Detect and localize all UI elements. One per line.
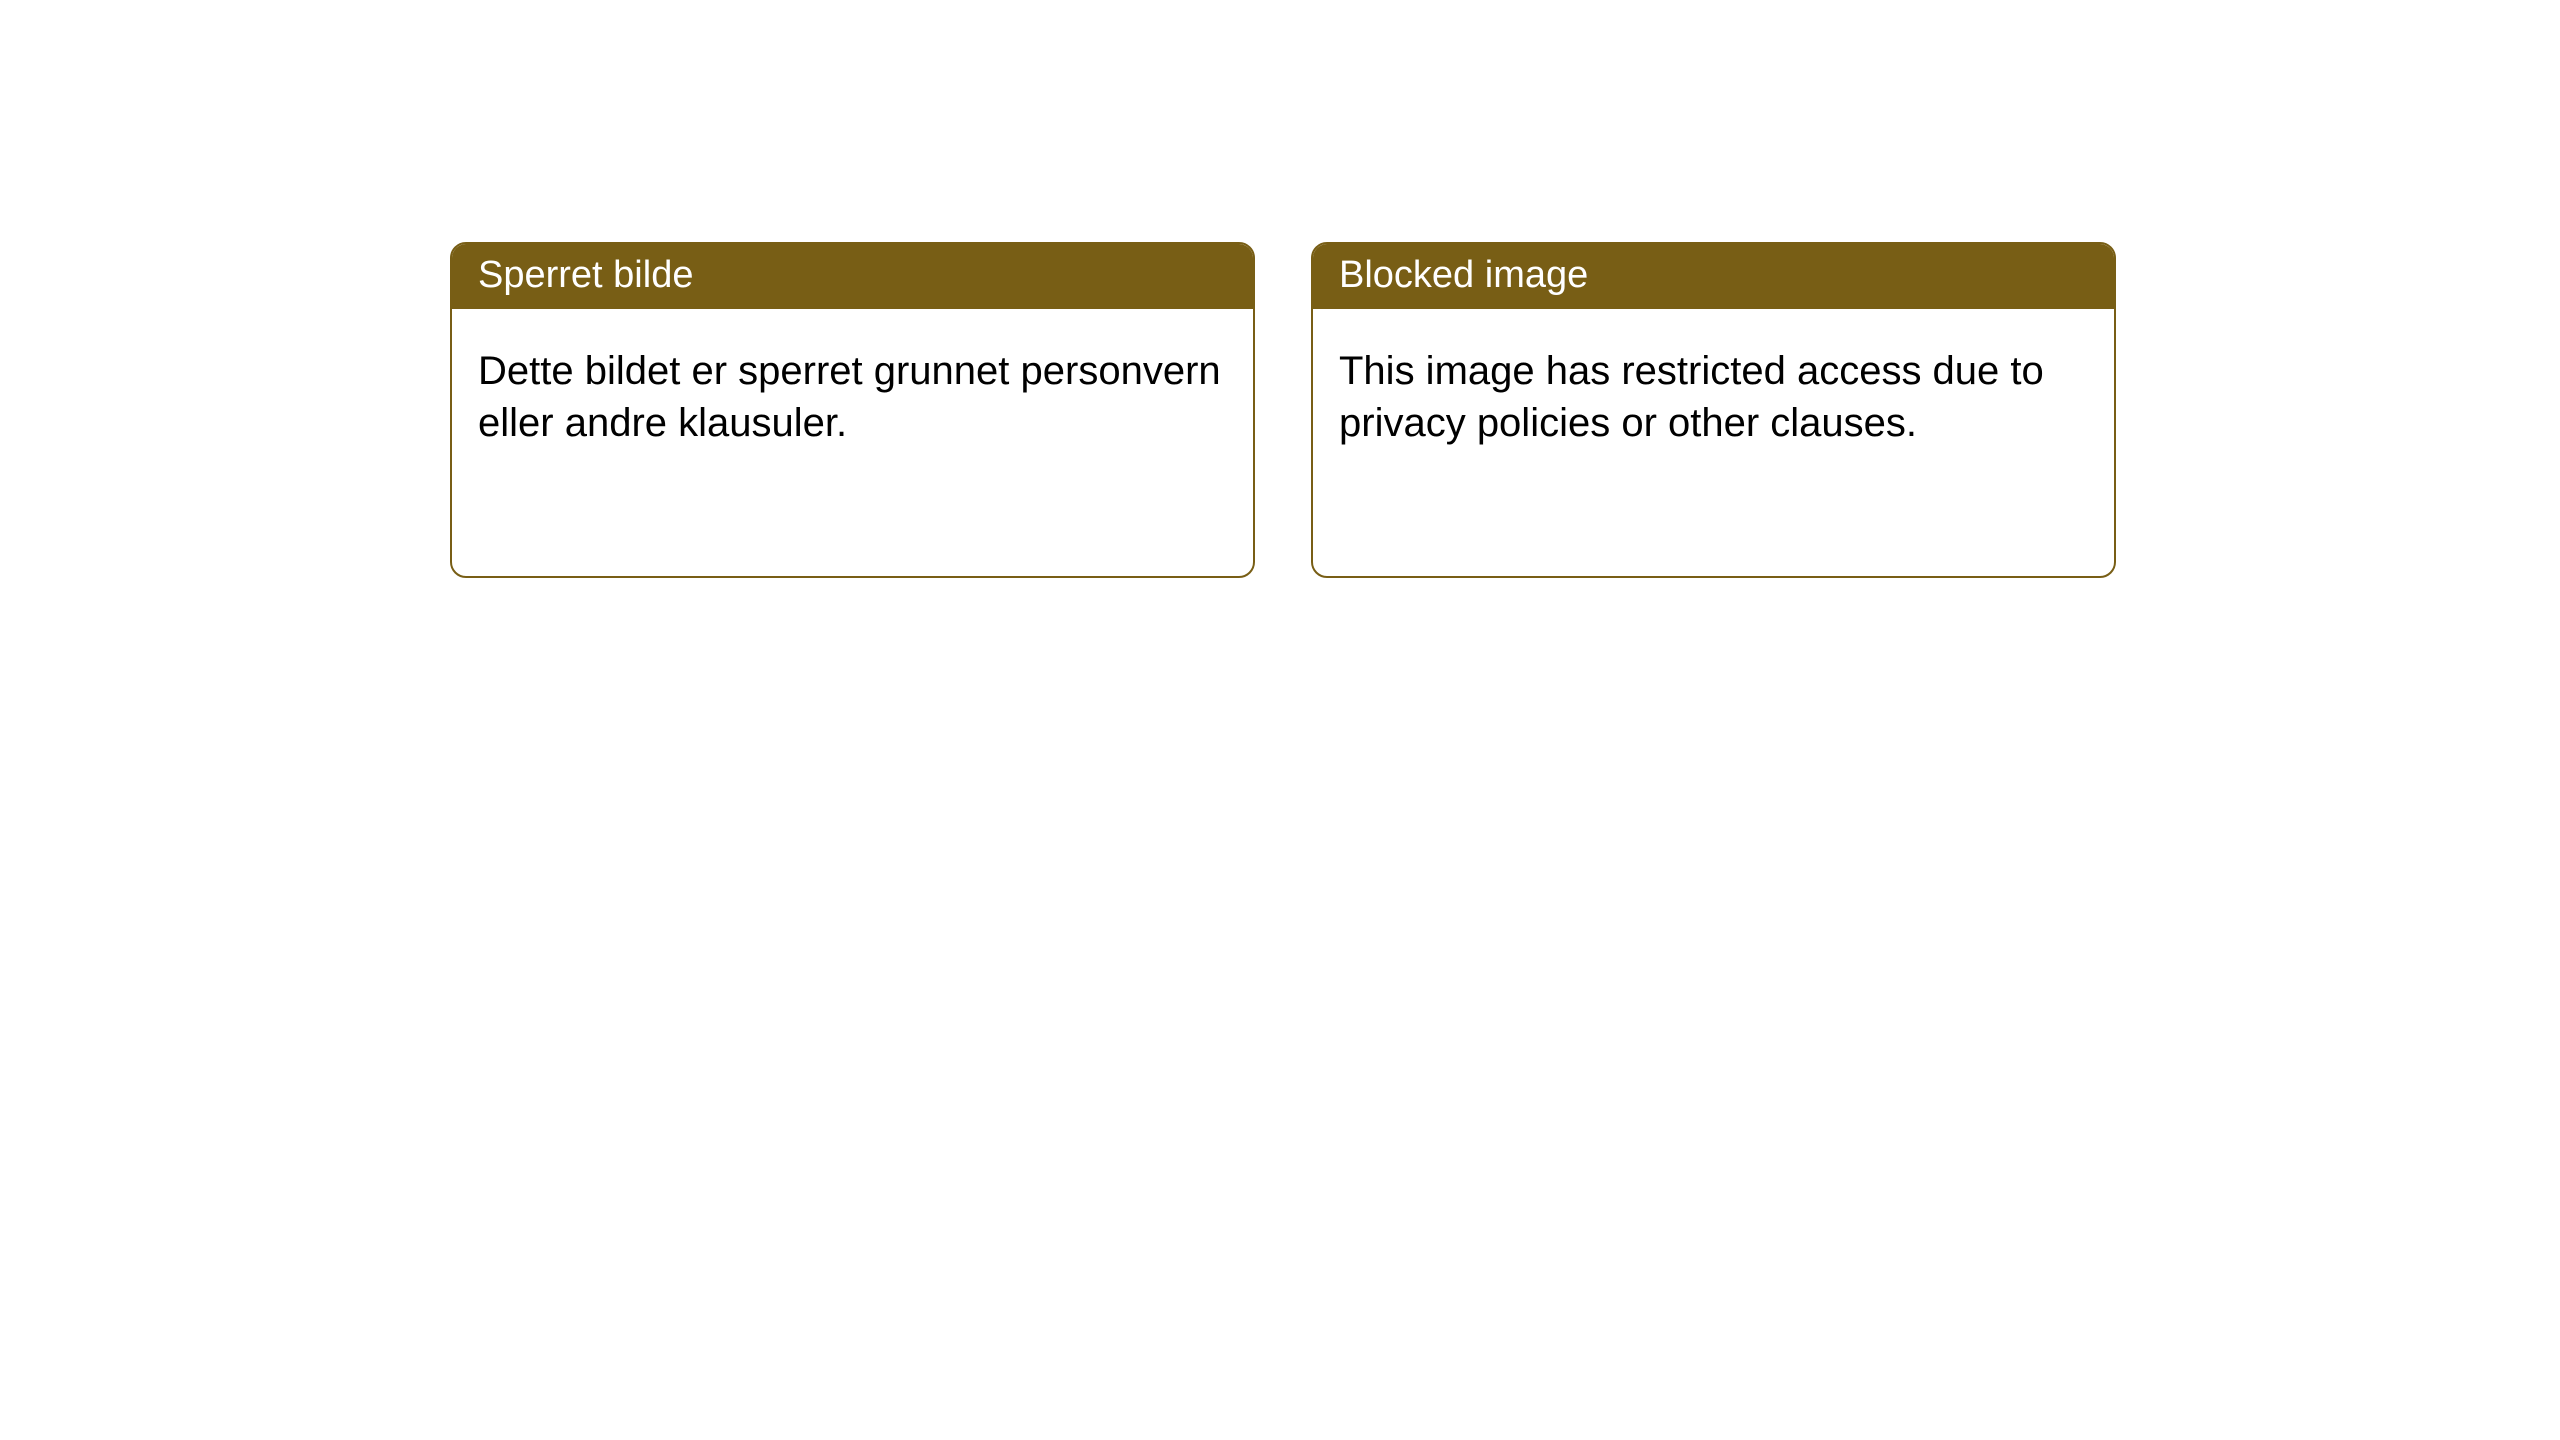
notice-card-english: Blocked image This image has restricted … bbox=[1311, 242, 2116, 578]
notice-header: Sperret bilde bbox=[452, 244, 1253, 309]
notice-card-norwegian: Sperret bilde Dette bildet er sperret gr… bbox=[450, 242, 1255, 578]
notice-body: This image has restricted access due to … bbox=[1313, 309, 2114, 485]
notice-body: Dette bildet er sperret grunnet personve… bbox=[452, 309, 1253, 485]
notice-header: Blocked image bbox=[1313, 244, 2114, 309]
notice-container: Sperret bilde Dette bildet er sperret gr… bbox=[0, 0, 2560, 578]
